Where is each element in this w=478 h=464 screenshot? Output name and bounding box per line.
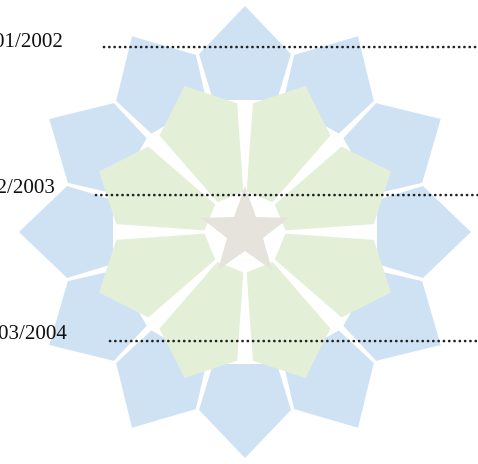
entry-date: 03/2004 [0, 320, 67, 344]
petal [199, 6, 291, 100]
petal [199, 364, 291, 458]
entry-date: 01/2002 [0, 28, 63, 52]
page: 01/2002 02/2003 03/2004 (() => { const d… [0, 0, 478, 464]
document: 01/2002 02/2003 03/2004 [0, 0, 478, 464]
entry-date: 02/2003 [0, 174, 55, 198]
petal [19, 186, 113, 278]
watermark [19, 6, 471, 458]
petal [377, 186, 471, 278]
